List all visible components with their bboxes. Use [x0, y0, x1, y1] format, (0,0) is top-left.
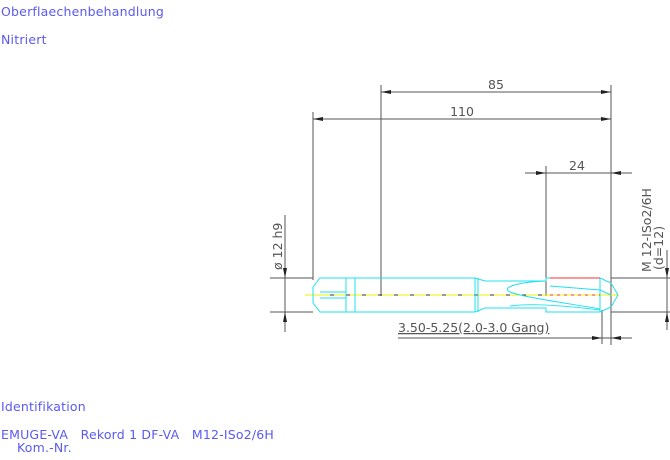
extension-lines	[270, 85, 670, 345]
kom-nr-label: Kom.-Nr.	[17, 440, 72, 455]
thread-diameter-text: (d=12)	[651, 226, 666, 270]
dim-text-110: 110	[450, 104, 474, 119]
tap-tool-outline	[305, 277, 619, 313]
dim-text-24: 24	[569, 158, 585, 173]
surface-treatment-value: Nitriert	[1, 32, 47, 47]
surface-treatment-label: Oberflaechenbehandlung	[1, 4, 164, 19]
identification-value: EMUGE-VA Rekord 1 DF-VA M12-ISo2/6H	[1, 427, 275, 442]
thread-spec-text: M 12-ISo2/6H	[639, 188, 654, 272]
dim-text-diameter: ø 12 h9	[270, 223, 285, 270]
chamfer-spec-text: 3.50-5.25(2.0-3.0 Gang)	[398, 320, 549, 335]
identification-label: Identifikation	[1, 399, 86, 414]
dim-text-85: 85	[488, 77, 504, 92]
